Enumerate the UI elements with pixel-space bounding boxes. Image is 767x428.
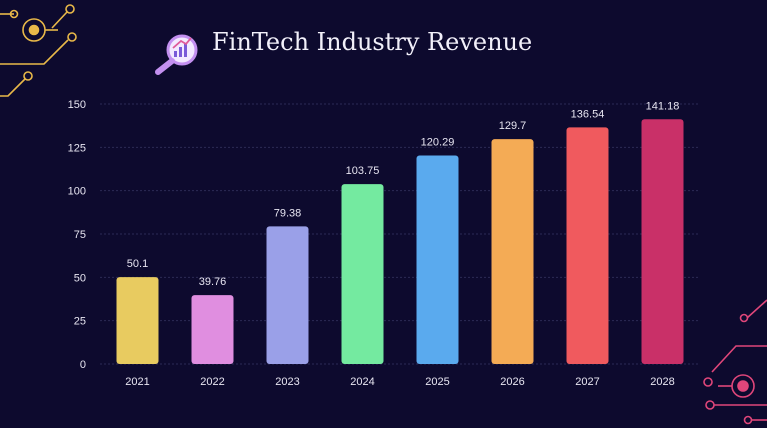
bar <box>491 139 534 364</box>
bar <box>341 184 384 364</box>
bar <box>566 127 609 365</box>
y-tick-label: 100 <box>68 186 86 198</box>
x-tick-label: 2021 <box>125 376 149 388</box>
data-label: 141.18 <box>646 100 680 112</box>
data-label: 103.75 <box>346 165 380 177</box>
y-tick-label: 50 <box>74 272 86 284</box>
x-tick-label: 2024 <box>350 376 374 388</box>
data-label: 129.7 <box>499 120 527 132</box>
circuit-decoration-icon <box>0 4 77 97</box>
data-label: 79.38 <box>274 207 302 219</box>
bar <box>266 226 309 364</box>
data-label: 120.29 <box>421 136 455 148</box>
bar <box>191 295 234 364</box>
chart-title: FinTech Industry Revenue <box>212 28 533 56</box>
data-label: 136.54 <box>571 108 605 120</box>
x-tick-label: 2028 <box>650 376 674 388</box>
y-tick-label: 150 <box>68 99 86 111</box>
bar <box>416 155 459 364</box>
magnifier-chart-icon <box>155 34 198 75</box>
x-tick-label: 2027 <box>575 376 599 388</box>
data-label: 50.1 <box>127 258 148 270</box>
y-tick-label: 25 <box>74 316 86 328</box>
x-tick-label: 2025 <box>425 376 449 388</box>
x-tick-label: 2023 <box>275 376 299 388</box>
y-tick-label: 75 <box>74 229 86 241</box>
bar <box>116 277 159 364</box>
y-tick-label: 125 <box>68 142 86 154</box>
x-tick-label: 2022 <box>200 376 224 388</box>
circuit-decoration-icon <box>703 299 767 425</box>
data-label: 39.76 <box>199 276 227 288</box>
bar <box>641 119 684 365</box>
x-tick-label: 2026 <box>500 376 524 388</box>
y-tick-label: 0 <box>80 359 86 371</box>
